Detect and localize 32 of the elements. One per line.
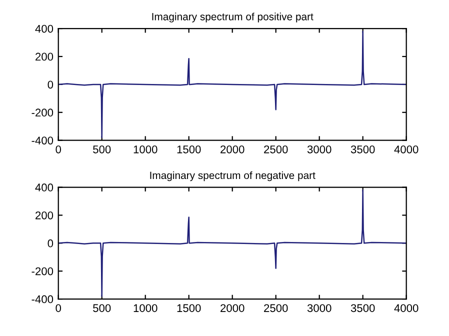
line-series: [58, 30, 406, 138]
x-tick-label: 2500: [264, 304, 288, 312]
x-tick-label: 3500: [350, 145, 375, 154]
y-tick-label: 400: [35, 24, 54, 33]
line-series: [58, 189, 406, 297]
y-tick-label: 200: [36, 211, 54, 220]
x-tick-label: 4000: [394, 304, 418, 312]
x-tick-label: 1500: [177, 145, 201, 154]
x-tick-label: 3000: [307, 145, 332, 154]
x-tick-label: 1000: [134, 145, 158, 154]
x-tick-label: 4000: [394, 145, 418, 154]
x-tick-label: 0: [56, 145, 62, 154]
y-tick-label: 400: [35, 184, 54, 192]
y-tick-label: 0: [48, 80, 54, 89]
x-tick-label: 500: [93, 145, 111, 154]
y-tick-label: -200: [32, 267, 54, 276]
x-tick-label: 3500: [350, 304, 375, 312]
x-tick-label: 0: [56, 304, 62, 312]
y-tick-label: -200: [32, 108, 54, 117]
x-tick-label: 1000: [134, 304, 158, 312]
y-tick-label: 200: [36, 52, 54, 61]
x-tick-label: 1500: [177, 304, 201, 312]
y-tick-label: -400: [32, 136, 54, 144]
x-tick-label: 2000: [220, 145, 244, 154]
chart-title: Imaginary spectrum of positive part: [152, 12, 314, 22]
y-tick-label: -400: [32, 295, 54, 304]
y-tick-label: 0: [48, 239, 54, 248]
x-tick-label: 3000: [307, 304, 332, 312]
chart-title: Imaginary spectrum of negative part: [150, 171, 316, 182]
x-tick-label: 500: [93, 304, 111, 312]
x-tick-label: 2000: [220, 304, 244, 312]
x-tick-label: 2500: [264, 145, 288, 154]
